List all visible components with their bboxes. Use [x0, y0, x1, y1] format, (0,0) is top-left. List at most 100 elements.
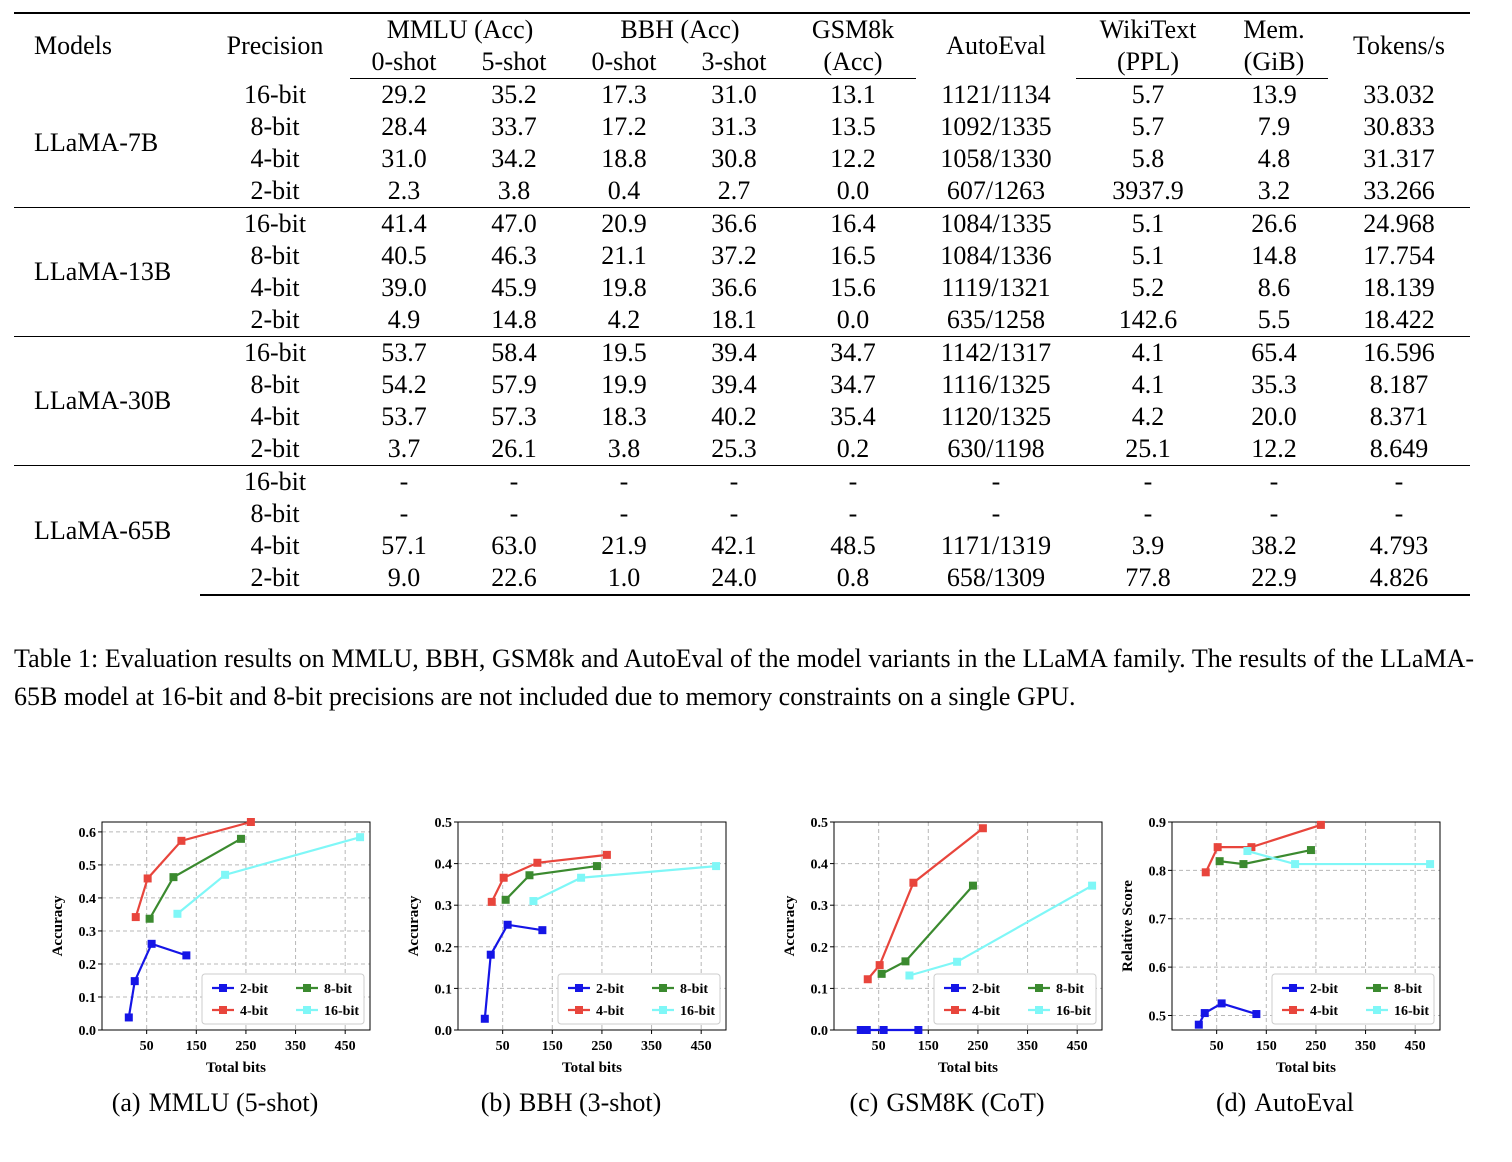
value-cell: 4.826	[1328, 562, 1470, 596]
precision-cell: 2-bit	[250, 305, 300, 334]
value-cell: 33.032	[1363, 79, 1435, 109]
model-group: LLaMA-30B 16-bit 53.7 58.4 19.5 39.4 34.7 1142/…	[14, 336, 1470, 466]
legend-box	[557, 973, 721, 1025]
value-cell: 18.3	[601, 402, 647, 431]
table-caption: Table 1: Evaluation results on MMLU, BBH…	[14, 644, 1474, 711]
series-line-2-bit	[483, 923, 543, 1019]
data-point-2-bit	[147, 939, 156, 948]
x-tick-label: 450	[1405, 1039, 1426, 1054]
y-tick-label: 0.4	[79, 892, 97, 907]
value-cell: -	[848, 499, 858, 528]
value-cell: 1084/1335	[916, 207, 1076, 240]
legend-marker	[303, 984, 311, 992]
value-cell: 22.9	[1220, 562, 1328, 596]
y-tick-label: 0.3	[435, 899, 453, 914]
y-tick-label: 0.1	[435, 982, 453, 997]
value-cell: -	[619, 499, 629, 528]
value-cell: 21.9	[601, 531, 647, 560]
value-cell: 1084/1336	[940, 241, 1052, 270]
data-point-16-bit	[1088, 881, 1097, 890]
value-cell: -	[790, 465, 916, 498]
subcaption-text: BBH (3-shot)	[519, 1088, 662, 1117]
header-wikitext-ppl: (PPL)	[1076, 46, 1220, 79]
model-name-cell: LLaMA-13B	[14, 207, 200, 337]
data-point-4-bit	[602, 850, 611, 859]
value-cell: 31.317	[1363, 144, 1435, 173]
value-cell: -	[399, 499, 409, 528]
x-tick-label: 450	[691, 1039, 712, 1054]
value-cell: 14.8	[1251, 241, 1297, 270]
series-line-4-bit	[1204, 823, 1322, 873]
legend-label: 4-bit	[972, 1004, 1000, 1019]
y-axis-label: Accuracy	[406, 895, 422, 956]
value-cell: 1142/1317	[916, 336, 1076, 369]
chart-gsm8k-svg: 50 150 250 350 450 0.0 0.1 0.2 0.3 0.4 0.5 Total bi…	[782, 816, 1103, 1076]
value-cell: 1058/1330	[940, 144, 1052, 173]
value-cell: -	[916, 465, 1076, 498]
value-cell: 5.7	[1131, 112, 1165, 141]
value-cell: 65.4	[1220, 336, 1328, 369]
series-line-4-bit	[134, 820, 252, 918]
data-point-4-bit	[1316, 820, 1325, 829]
legend-label: 8-bit	[1056, 982, 1084, 997]
legend-label: 8-bit	[324, 982, 352, 997]
y-tick-label: 0.0	[79, 1024, 97, 1039]
value-cell: 53.7	[350, 336, 458, 369]
value-cell: 12.2	[1251, 434, 1297, 463]
value-cell: 54.2	[381, 370, 427, 399]
value-cell: 1120/1325	[940, 402, 1052, 431]
data-point-16-bit	[356, 833, 365, 842]
x-tick-label: 350	[285, 1039, 306, 1054]
subcaption-tag: (b)	[480, 1088, 512, 1117]
table-row: 8-bit - - - - - - - - -	[14, 498, 1470, 530]
value-cell: -	[458, 465, 570, 498]
data-point-4-bit	[909, 878, 918, 887]
data-point-2-bit	[1252, 1010, 1261, 1019]
value-cell: 1121/1134	[941, 79, 1051, 109]
value-cell: 39.4	[711, 370, 757, 399]
x-tick-label: 150	[542, 1039, 563, 1054]
value-cell: 25.1	[1125, 434, 1171, 463]
x-tick-label: 250	[235, 1039, 256, 1054]
legend-marker	[1035, 984, 1043, 992]
precision-cell: 2-bit	[250, 176, 300, 205]
table-row: 4-bit 53.7 57.3 18.3 40.2 35.4 1120/1325 4.2 20.…	[14, 401, 1470, 433]
x-axis-label: Total bits	[562, 1060, 622, 1076]
value-cell: 35.4	[830, 402, 876, 431]
table-row: 2-bit 9.0 22.6 1.0 24.0 0.8 658/1309 77.8 22.9 4.…	[14, 562, 1470, 596]
y-tick-label: 0.5	[79, 859, 97, 874]
data-point-8-bit	[968, 881, 977, 890]
results-table: Models Precision MMLU (Acc) BBH (Acc) GS…	[14, 12, 1470, 596]
series-line-16-bit	[1247, 849, 1431, 866]
series-line-16-bit	[176, 836, 361, 915]
model-group: LLaMA-7B 16-bit 29.2 35.2 17.3 31.0 13.1 1121/1…	[14, 79, 1470, 208]
value-cell: 24.968	[1328, 207, 1470, 240]
chart-bbh: 50 150 250 350 450 0.0 0.1 0.2 0.3 0.4 0.5 Total bi…	[386, 812, 756, 1082]
series-line-4-bit	[866, 827, 984, 980]
value-cell: 1.0	[570, 562, 678, 596]
value-cell: 34.7	[830, 370, 876, 399]
value-cell: 3.7	[387, 434, 421, 463]
x-axis-label: Total bits	[938, 1060, 998, 1076]
model-group: LLaMA-13B 16-bit 41.4 47.0 20.9 36.6 16.4 1084/…	[14, 207, 1470, 337]
header-wikitext: WikiText	[1076, 12, 1220, 46]
value-cell: 4.1	[1131, 370, 1165, 399]
value-cell: 48.5	[830, 531, 876, 560]
legend-label: 4-bit	[240, 1004, 268, 1019]
header-gsm8k-acc: (Acc)	[790, 46, 916, 79]
y-tick-label: 0.5	[435, 816, 453, 831]
header-tokens: Tokens/s	[1328, 12, 1470, 79]
value-cell: 20.9	[570, 207, 678, 240]
data-point-4-bit	[863, 975, 872, 984]
value-cell: 26.1	[491, 434, 537, 463]
value-cell: 630/1198	[947, 434, 1045, 463]
value-cell: 40.2	[711, 402, 757, 431]
data-point-8-bit	[1239, 860, 1248, 869]
precision-cell: 4-bit	[250, 273, 300, 302]
table-row: 2-bit 2.3 3.8 0.4 2.7 0.0 607/1263 3937.9 3.2 33.…	[14, 175, 1470, 208]
value-cell: 63.0	[491, 531, 537, 560]
value-cell: 8.649	[1369, 434, 1429, 463]
model-name-cell: LLaMA-65B	[14, 465, 200, 595]
data-point-4-bit	[177, 836, 186, 845]
